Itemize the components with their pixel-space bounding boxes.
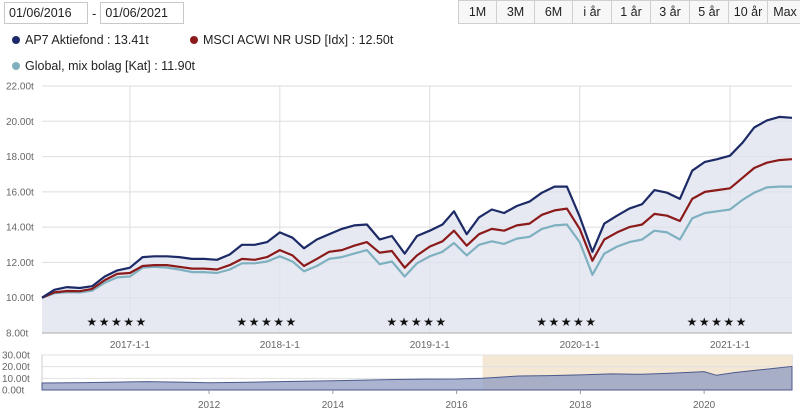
range-button-6m[interactable]: 6M — [534, 0, 573, 24]
legend-label: Global, mix bolag [Kat] : 11.90t — [25, 59, 196, 73]
navigator-x-tick-label: 2018 — [569, 400, 592, 411]
x-tick-label: 2019-1-1 — [410, 340, 450, 351]
range-buttons: 1M 3M 6M i år 1 år 3 år 5 år 10 år Max — [458, 0, 800, 24]
range-button-1m[interactable]: 1M — [458, 0, 497, 24]
x-tick-label: 2021-1-1 — [710, 340, 750, 351]
range-button-max[interactable]: Max — [767, 0, 800, 24]
y-tick-label: 18.00t — [6, 152, 34, 163]
range-button-ytd[interactable]: i år — [572, 0, 612, 24]
date-from-input[interactable]: 01/06/2016 — [4, 2, 88, 24]
legend-item-ap7[interactable]: AP7 Aktiefond : 13.41t — [12, 33, 149, 47]
navigator-x-tick-label: 2020 — [693, 400, 716, 411]
navigator-y-tick-label: 0.00t — [2, 386, 24, 397]
rating-stars: ★★★★★ — [687, 315, 748, 329]
navigator-x-tick-label: 2014 — [322, 400, 345, 411]
legend-item-msci[interactable]: MSCI ACWI NR USD [Idx] : 12.50t — [190, 33, 393, 47]
navigator-y-tick-label: 10.00t — [2, 374, 30, 385]
legend-dot-icon — [190, 36, 198, 44]
y-tick-label: 8.00t — [6, 329, 28, 340]
legend-dot-icon — [12, 36, 20, 44]
date-range: 01/06/2016 - 01/06/2021 — [4, 2, 185, 24]
series-line — [41, 158, 793, 299]
y-tick-label: 16.00t — [6, 187, 34, 198]
rating-stars: ★★★★★ — [536, 315, 597, 329]
legend-label: MSCI ACWI NR USD [Idx] : 12.50t — [203, 33, 394, 47]
rating-stars: ★★★★★ — [386, 315, 447, 329]
date-to-input[interactable]: 01/06/2021 — [100, 2, 185, 24]
y-tick-label: 10.00t — [6, 293, 34, 304]
area-fill — [42, 116, 792, 334]
y-tick-label: 22.00t — [6, 82, 34, 93]
series-line — [41, 185, 792, 299]
legend-label: AP7 Aktiefond : 13.41t — [25, 33, 149, 47]
range-button-5y[interactable]: 5 år — [689, 0, 729, 24]
navigator-y-tick-label: 30.00t — [2, 351, 30, 362]
y-tick-label: 20.00t — [6, 117, 34, 128]
x-tick-label: 2020-1-1 — [560, 340, 600, 351]
x-tick-label: 2018-1-1 — [260, 340, 300, 351]
range-button-10y[interactable]: 10 år — [728, 0, 768, 24]
range-button-3y[interactable]: 3 år — [650, 0, 690, 24]
x-tick-label: 2017-1-1 — [110, 340, 150, 351]
navigator-x-tick-label: 2016 — [445, 400, 468, 411]
range-button-1y[interactable]: 1 år — [611, 0, 651, 24]
rating-stars: ★★★★★ — [236, 315, 297, 329]
series-line — [41, 115, 793, 299]
y-tick-label: 12.00t — [6, 258, 34, 269]
legend-item-global[interactable]: Global, mix bolag [Kat] : 11.90t — [12, 59, 195, 73]
legend-dot-icon — [12, 62, 20, 70]
date-separator: - — [92, 5, 97, 21]
navigator-area — [41, 365, 793, 391]
navigator-y-tick-label: 20.00t — [2, 362, 30, 373]
navigator-x-tick-label: 2012 — [198, 400, 221, 411]
range-button-3m[interactable]: 3M — [496, 0, 535, 24]
y-tick-label: 14.00t — [6, 223, 34, 234]
rating-stars: ★★★★★ — [87, 315, 148, 329]
